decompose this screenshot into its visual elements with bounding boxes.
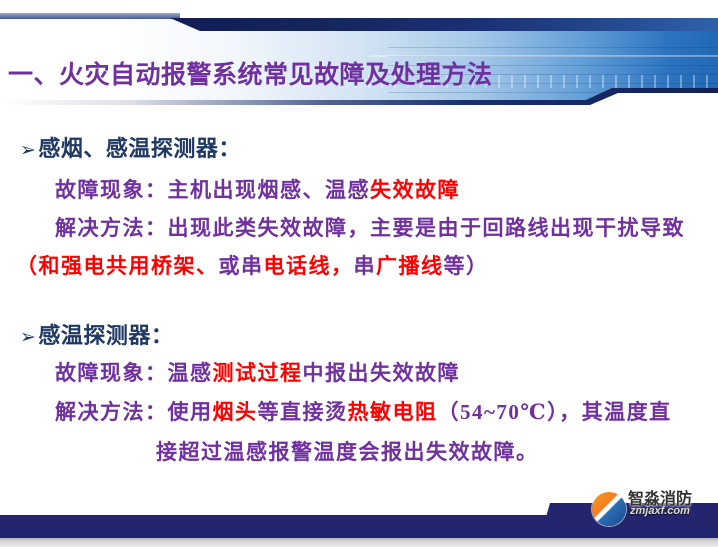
text-segment: 失效故障	[370, 178, 460, 202]
header-top-thick-bar	[170, 18, 718, 31]
logo: 智淼消防 zmjaxf.com	[592, 484, 712, 526]
page-title: 一、火灾自动报警系统常见故障及处理方法	[8, 62, 493, 89]
footer-bar	[0, 515, 718, 538]
logo-name: 智淼消防	[628, 491, 693, 508]
text-segment: 故障现象：温感	[55, 361, 213, 385]
text-segment: 故障现象：主机出现烟感、温感	[55, 178, 370, 202]
footer-grey-strip	[0, 538, 718, 547]
text-segment: 等）	[443, 254, 489, 278]
text-segment: （和强电共用桥架、	[16, 254, 219, 278]
text-segment: 广播线	[376, 254, 444, 278]
text-segment: 测试过程	[212, 361, 303, 385]
text-segment: 接超过温感报警温度会报出失效故障。	[156, 440, 539, 464]
fault-phenomenon-line: 故障现象：主机出现烟感、温感失效故障	[55, 174, 460, 204]
text-segment: （54~70℃），其温度直	[437, 400, 672, 424]
section-heading-smoke-heat-detector: ➢感烟、感温探测器：	[20, 131, 241, 163]
bullet-arrow-icon: ➢	[20, 139, 37, 161]
solution-line: 解决方法：出现此类失效故障，主要是由于回路线出现干扰导致	[55, 212, 685, 242]
text-segment: 电话线，	[263, 254, 354, 278]
solution-note-line: （和强电共用桥架、或串电话线，串广播线等）	[16, 250, 489, 280]
header-deco-line	[370, 55, 718, 57]
text-segment: 热敏电阻	[347, 400, 438, 424]
solution-continuation-line: 接超过温感报警温度会报出失效故障。	[156, 436, 539, 466]
text-segment: 烟头	[212, 400, 258, 424]
logo-globe-icon	[592, 492, 626, 526]
section-heading-label: 感烟、感温探测器：	[38, 136, 241, 161]
section-heading-label: 感温探测器：	[38, 323, 174, 348]
text-segment: 串	[353, 254, 376, 278]
header-band	[0, 19, 718, 100]
text-segment: 或串	[218, 254, 264, 278]
solution-line: 解决方法：使用烟头等直接烫热敏电阻（54~70℃），其温度直	[55, 396, 672, 426]
header-top-thin-bar	[0, 13, 180, 19]
text-segment: 等直接烫	[257, 400, 348, 424]
text-segment: 解决方法：使用	[55, 400, 213, 424]
bullet-arrow-icon: ➢	[20, 326, 37, 348]
text-segment: 中报出失效故障	[302, 361, 460, 385]
section-heading-heat-detector: ➢感温探测器：	[20, 318, 173, 350]
footer-bar-logo-backdrop	[540, 503, 718, 538]
fault-phenomenon-line: 故障现象：温感测试过程中报出失效故障	[55, 357, 460, 387]
text-segment: 解决方法：出现此类失效故障，主要是由于回路线出现干扰导致	[55, 216, 685, 240]
header-deco-ticks	[355, 75, 712, 88]
logo-url: zmjaxf.com	[630, 505, 690, 517]
